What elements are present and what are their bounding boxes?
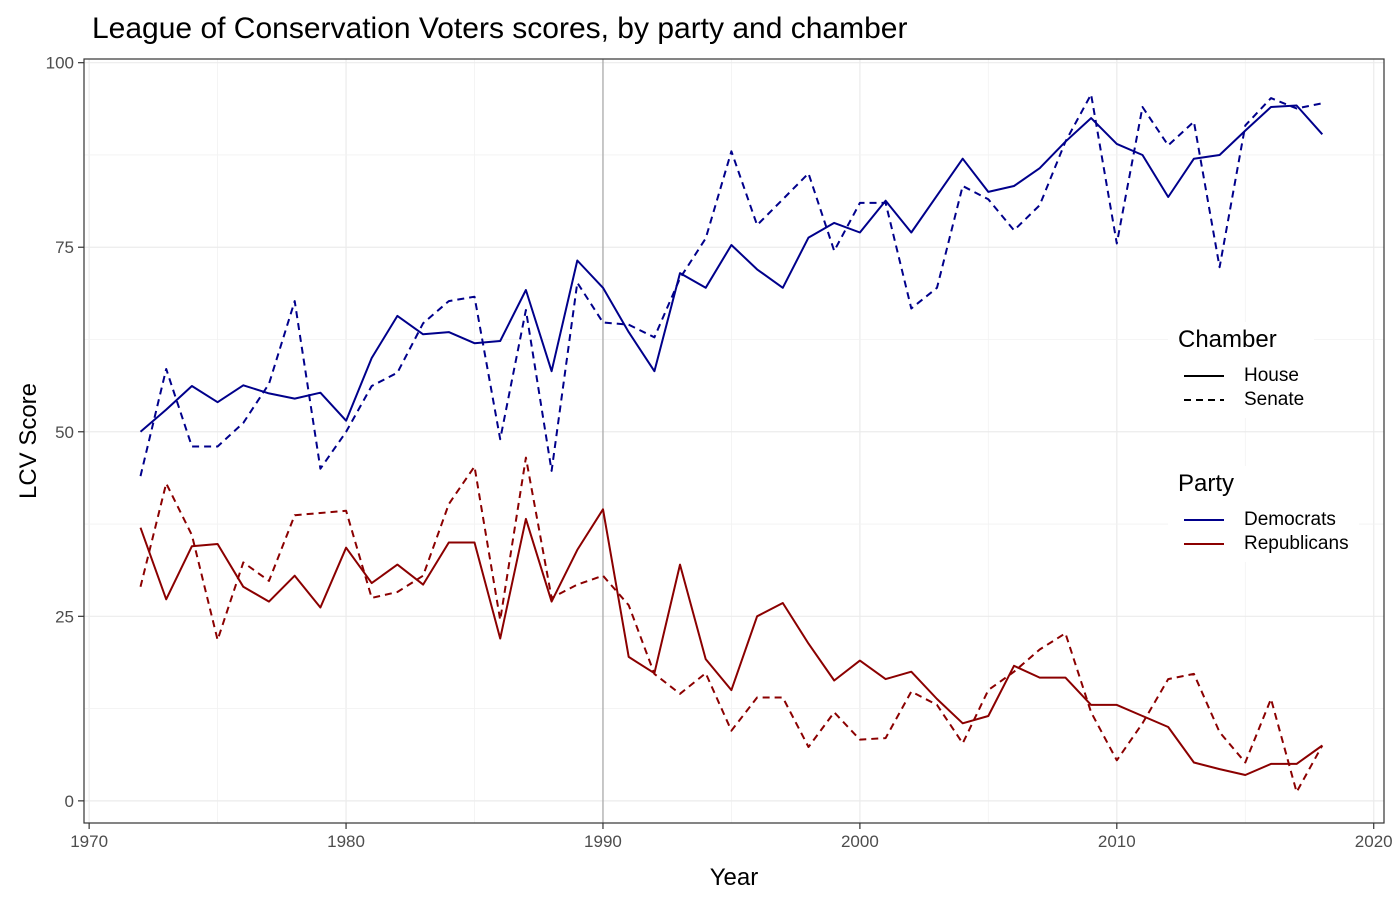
legend-label-house: House — [1244, 365, 1299, 386]
y-tick-label: 50 — [55, 423, 74, 442]
legend-item-democrats: Democrats — [1178, 508, 1349, 532]
legend-key-solid — [1184, 375, 1224, 377]
legend-label-republicans: Republicans — [1244, 533, 1349, 554]
y-axis-title: LCV Score — [15, 383, 42, 499]
x-tick-label: 2020 — [1355, 832, 1393, 851]
legend-label-senate: Senate — [1244, 389, 1305, 410]
x-tick-label: 2000 — [841, 832, 879, 851]
series-line-democrats-house — [139, 104, 1324, 433]
series-line-republicans-house — [139, 508, 1323, 776]
x-tick-label: 1990 — [584, 832, 622, 851]
y-tick-label: 100 — [46, 54, 74, 73]
x-axis-title: Year — [710, 864, 759, 891]
axis-ticks: 1970 1980 1990 2000 2010 2020 0 25 50 75 100 — [46, 54, 1393, 851]
legend-key-dashed — [1184, 399, 1224, 401]
panel-border — [83, 58, 1385, 824]
legend-key-republicans — [1184, 543, 1224, 545]
x-tick-label: 1970 — [70, 832, 108, 851]
legend-party-title: Party — [1178, 470, 1235, 497]
legend-item-republicans: Republicans — [1178, 532, 1349, 556]
y-tick-label: 0 — [65, 792, 74, 811]
chart-title: League of Conservation Voters scores, by… — [92, 12, 908, 45]
legend-chamber-title: Chamber — [1178, 326, 1277, 353]
series-line-democrats-senate — [139, 93, 1323, 477]
legend-key-democrats — [1184, 519, 1224, 521]
legend-item-senate: Senate — [1178, 388, 1304, 412]
legend-label-democrats: Democrats — [1244, 509, 1336, 530]
x-tick-label: 1980 — [327, 832, 365, 851]
series-line-republicans-senate — [139, 456, 1324, 793]
legend-party: Party Democrats Republicans — [1168, 466, 1359, 562]
series-lines — [139, 93, 1324, 793]
legend-chamber: Chamber House Senate — [1168, 322, 1315, 418]
x-tick-label: 2010 — [1098, 832, 1136, 851]
legend-item-house: House — [1178, 364, 1304, 388]
y-tick-label: 25 — [55, 607, 74, 626]
grid — [84, 59, 1384, 823]
y-tick-label: 75 — [55, 238, 74, 257]
